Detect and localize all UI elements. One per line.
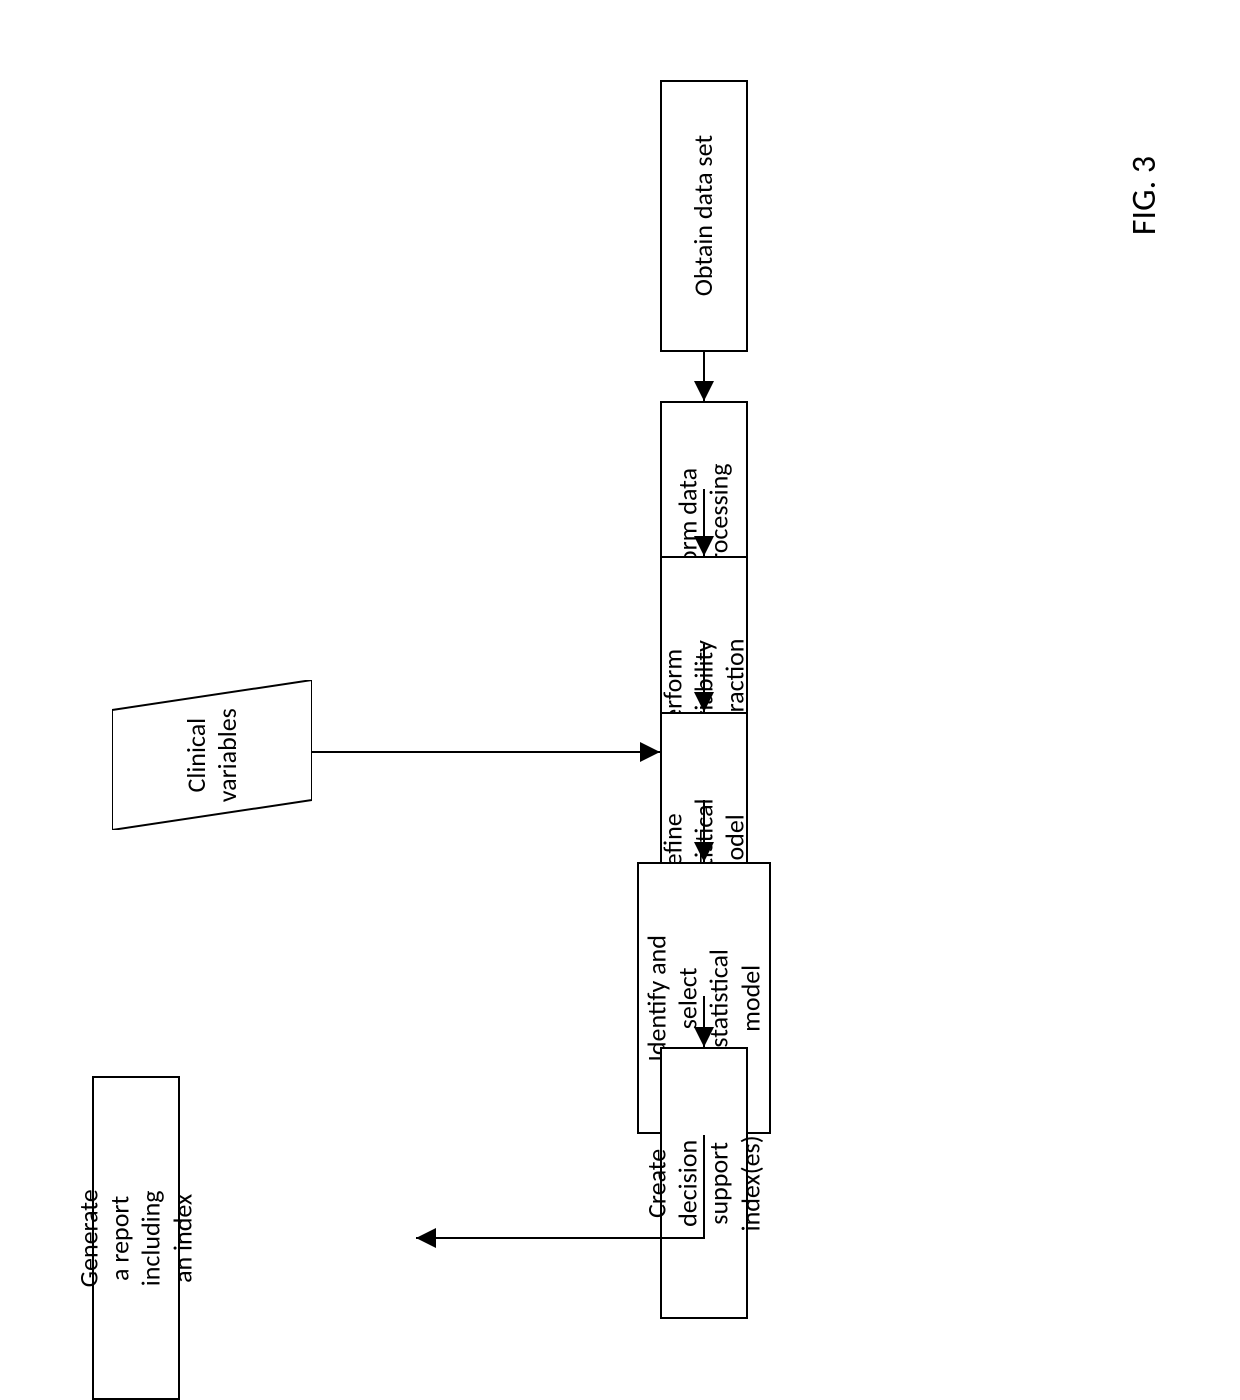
flowchart-diagram: Obtain data setPerform datapreprocessing…	[0, 0, 1240, 1314]
figure-label: FIG. 3	[1124, 156, 1165, 235]
node-label-clinical: Clinicalvariables	[181, 708, 243, 802]
edges-layer	[0, 0, 1240, 1314]
edge-create-to-report	[416, 1135, 704, 1238]
